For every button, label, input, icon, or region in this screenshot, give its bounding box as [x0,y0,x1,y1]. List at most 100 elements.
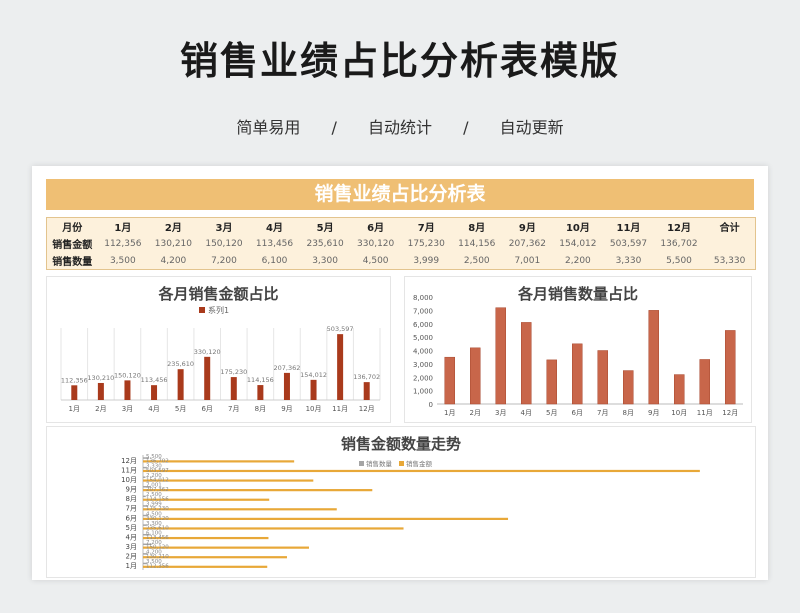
data-label: 3,500 [146,559,162,565]
table-cell: 2,500 [463,255,490,266]
data-label: 5,500 [146,454,162,460]
data-label: 175,230 [146,506,169,512]
bar [204,356,211,400]
data-label: 112,356 [146,564,169,570]
tick-label: 12月 [121,457,137,465]
legend-label: 销售数量 [366,459,393,468]
data-label: 150,120 [146,545,169,551]
y-tick-label: 4,000 [413,348,433,356]
table-row-quantity: 销售数量 3,500 4,200 7,200 6,100 3,300 4,500 3,999 2… [47,252,755,269]
legend-label: 系列1 [208,305,229,315]
y-tick-label: 5,000 [413,334,433,342]
bar [546,359,557,405]
data-label: 330,120 [146,516,169,522]
data-label: 4,500 [146,511,162,517]
tick-label: 10月 [306,405,322,413]
bar-amount [143,479,314,482]
header-cell: 10月 [565,223,590,234]
tick-label: 5月 [546,409,557,417]
tick-label: 2月 [126,553,137,561]
data-label: 112,356 [61,376,88,384]
feature-auto-update: 自动更新 [499,118,564,137]
data-label: 175,230 [220,368,247,376]
data-label: 130,210 [87,374,114,382]
header-cell: 合计 [719,223,740,234]
bar-quantity [143,533,150,536]
bar-amount [143,508,337,511]
table-cell: 3,330 [615,255,642,266]
tick-label: 6月 [572,409,583,417]
bar-amount [143,517,509,520]
bar-amount [143,460,295,463]
table-cell: 4,200 [160,255,187,266]
y-tick-label: 3,000 [413,361,433,369]
table-cell: 53,330 [713,255,746,266]
tick-label: 7月 [597,409,608,417]
table-cell: 5,500 [666,255,692,266]
tick-label: 5月 [175,405,186,413]
table-cell: 6,100 [261,255,288,266]
feature-tagline: 简单易用 / 自动统计 / 自动更新 [0,114,800,138]
bar [521,322,532,405]
bar [283,372,290,400]
amount-chart-panel: 各月销售金额占比 系列1 112,356 1月 130,210 2月 150,120 3月 1… [46,276,391,423]
header-cell: 2月 [164,223,182,234]
tick-label: 11月 [332,405,348,413]
data-label: 114,156 [247,376,274,384]
bar [572,343,583,405]
table-cell: 2,200 [565,255,591,266]
tick-label: 3月 [495,409,506,417]
amount-bar-chart: 系列1 112,356 1月 130,210 2月 150,120 3月 113,456 4月 2… [60,305,381,413]
bar-quantity [143,486,151,488]
table-cell: 3,999 [413,255,440,266]
table-cell: 7,001 [514,255,541,266]
tick-label: 10月 [671,409,687,417]
table-cell: 503,597 [609,238,648,249]
tick-label: 9月 [281,405,292,413]
data-label: 150,120 [114,371,141,379]
table-cell: 330,120 [357,238,395,249]
tick-label: 6月 [126,514,137,522]
summary-table: 月份 1月 2月 3月 4月 5月 6月 7月 8月 9月 10月 11月 12月 合计 销售金额 112,… [46,217,756,270]
legend-swatch [359,461,364,466]
tick-label: 1月 [444,409,455,417]
table-cell: 150,120 [205,238,243,249]
bar-amount [143,498,270,501]
bar [97,382,104,400]
bar [470,347,481,405]
bar-quantity [143,562,147,565]
data-label: 330,120 [194,348,221,356]
tick-label: 4月 [148,405,159,413]
data-label: 154,012 [146,477,169,483]
header-cell: 6月 [367,223,385,234]
header-cell: 3月 [215,223,233,234]
bar-amount [143,565,268,568]
data-label: 7,001 [146,483,162,489]
data-label: 235,610 [167,360,194,368]
bar [495,307,506,405]
header-cell: 1月 [114,223,132,234]
data-label: 4,200 [146,550,162,556]
tick-label: 7月 [228,405,239,413]
header-cell: 8月 [468,223,486,234]
bar [674,374,685,405]
data-label: 7,200 [146,540,162,546]
tick-label: 10月 [121,476,137,484]
chart-title: 销售金额数量走势 [340,435,461,453]
data-label: 114,156 [146,497,169,503]
tick-label: 6月 [201,405,212,413]
bar [648,310,659,405]
bar-quantity [143,457,150,459]
table-cell: 4,500 [362,255,389,266]
bar-quantity [143,466,147,469]
y-tick-label: 8,000 [413,294,433,302]
tick-label: 12月 [359,405,375,413]
tick-label: 11月 [697,409,713,417]
y-tick-label: 2,000 [413,374,433,382]
bar [623,370,634,405]
spreadsheet-preview: 销售业绩占比分析表 月份 1月 2月 3月 4月 5月 6月 7月 8月 9月 10月 11月 12月合… [32,166,768,580]
tick-label: 7月 [126,505,137,513]
row-label: 销售数量 [52,257,93,268]
table-cell: 114,156 [458,238,496,249]
